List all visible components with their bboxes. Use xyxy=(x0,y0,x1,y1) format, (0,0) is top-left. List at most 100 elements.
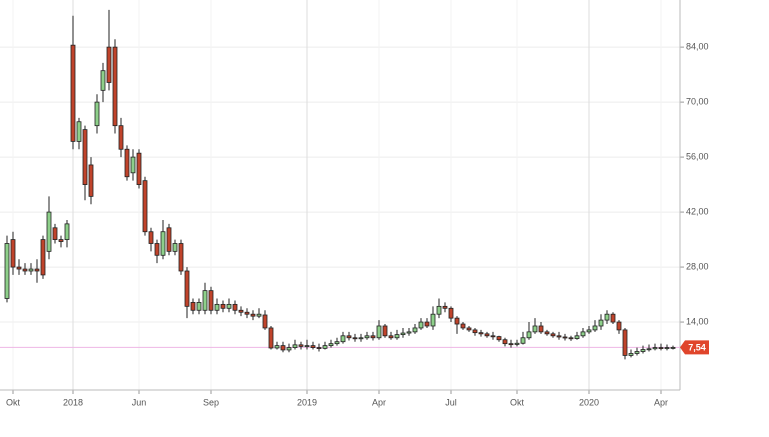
candle-body xyxy=(16,266,22,270)
candle-body xyxy=(598,319,604,327)
x-tick-label: Jul xyxy=(445,397,457,407)
candle-body xyxy=(4,243,10,299)
candle-body xyxy=(328,343,334,347)
candle-body xyxy=(172,243,178,252)
candle-body xyxy=(244,311,250,315)
candle-body xyxy=(148,231,154,244)
candle-body xyxy=(634,351,640,354)
y-tick-label: 28,00 xyxy=(686,261,709,271)
candle-body xyxy=(664,347,670,349)
x-tick-label: Okt xyxy=(6,397,21,407)
candle-body xyxy=(466,327,472,331)
candle-body xyxy=(508,343,514,346)
candle-body xyxy=(442,305,448,309)
candle-body xyxy=(154,243,160,256)
candle-body xyxy=(100,70,106,91)
candle-body xyxy=(346,335,352,339)
candle-body xyxy=(214,303,220,311)
candle-body xyxy=(64,223,70,240)
candle-body xyxy=(400,332,406,336)
candle-body xyxy=(544,331,550,335)
candle-body xyxy=(418,321,424,329)
candle-body xyxy=(34,268,40,272)
candle-body xyxy=(196,302,202,311)
candle-body xyxy=(502,339,508,345)
candle-body xyxy=(322,345,328,349)
candle-body xyxy=(58,239,64,242)
candle-body xyxy=(166,227,172,252)
candle-body xyxy=(136,152,142,185)
candle-body xyxy=(562,336,568,339)
candle-body xyxy=(484,333,490,337)
candle-body xyxy=(352,337,358,340)
candle-body xyxy=(628,353,634,356)
y-tick-label: 70,00 xyxy=(686,96,709,106)
candle-body xyxy=(376,325,382,339)
candle-body xyxy=(160,231,166,256)
candle-body xyxy=(76,121,82,142)
candle-body xyxy=(22,268,28,272)
x-tick-label: Apr xyxy=(372,397,386,407)
candle-body xyxy=(334,341,340,345)
candle-body xyxy=(556,335,562,338)
candle-body xyxy=(94,101,100,127)
candle-body xyxy=(574,335,580,339)
candle-body xyxy=(256,313,262,317)
candle-body xyxy=(448,307,454,319)
y-tick-label: 84,00 xyxy=(686,42,709,52)
candle-body xyxy=(88,164,94,197)
candle-body xyxy=(394,334,400,339)
candle-body xyxy=(430,313,436,327)
x-tick-label: Jun xyxy=(132,397,147,407)
candle-body xyxy=(286,347,292,351)
candle-body xyxy=(82,129,88,185)
candle-body xyxy=(316,347,322,349)
candle-body xyxy=(70,44,76,142)
candle-body xyxy=(592,325,598,331)
candle-body xyxy=(652,347,658,350)
candle-body xyxy=(298,344,304,347)
candle-body xyxy=(670,347,676,349)
candle-body xyxy=(424,321,430,327)
candle-body xyxy=(364,335,370,339)
candle-body xyxy=(514,342,520,345)
candle-body xyxy=(472,329,478,334)
candle-body xyxy=(526,331,532,339)
candle-body xyxy=(310,345,316,348)
y-tick-label: 14,00 xyxy=(686,316,709,326)
x-tick-label: Okt xyxy=(510,397,525,407)
candle-body xyxy=(538,325,544,333)
candle-body xyxy=(292,344,298,348)
candle-body xyxy=(388,335,394,339)
candle-body xyxy=(304,345,310,348)
candle-body xyxy=(46,211,52,252)
candle-body xyxy=(568,337,574,340)
candle-body xyxy=(52,227,58,240)
candle-body xyxy=(604,313,610,321)
candle-body xyxy=(124,148,130,178)
candle-body xyxy=(658,347,664,349)
candle-body xyxy=(412,327,418,333)
x-tick-label: Apr xyxy=(654,397,668,407)
candle-body xyxy=(142,180,148,233)
candle-body xyxy=(490,335,496,338)
candle-body xyxy=(550,333,556,337)
candle-body xyxy=(580,331,586,337)
x-tick-label: 2019 xyxy=(297,397,317,407)
candle-body xyxy=(112,46,118,127)
candle-body xyxy=(532,325,538,333)
candle-body xyxy=(340,335,346,343)
candle-body xyxy=(622,329,628,356)
candle-body xyxy=(370,335,376,339)
candle-body xyxy=(40,239,46,276)
candle-body xyxy=(478,332,484,335)
candle-body xyxy=(238,309,244,313)
candle-body xyxy=(280,345,286,351)
candle-body xyxy=(184,270,190,307)
candle-body xyxy=(118,125,124,150)
y-tick-label: 56,00 xyxy=(686,151,709,161)
candle-body xyxy=(106,46,112,83)
candle-body xyxy=(268,327,274,349)
candle-body xyxy=(520,337,526,344)
